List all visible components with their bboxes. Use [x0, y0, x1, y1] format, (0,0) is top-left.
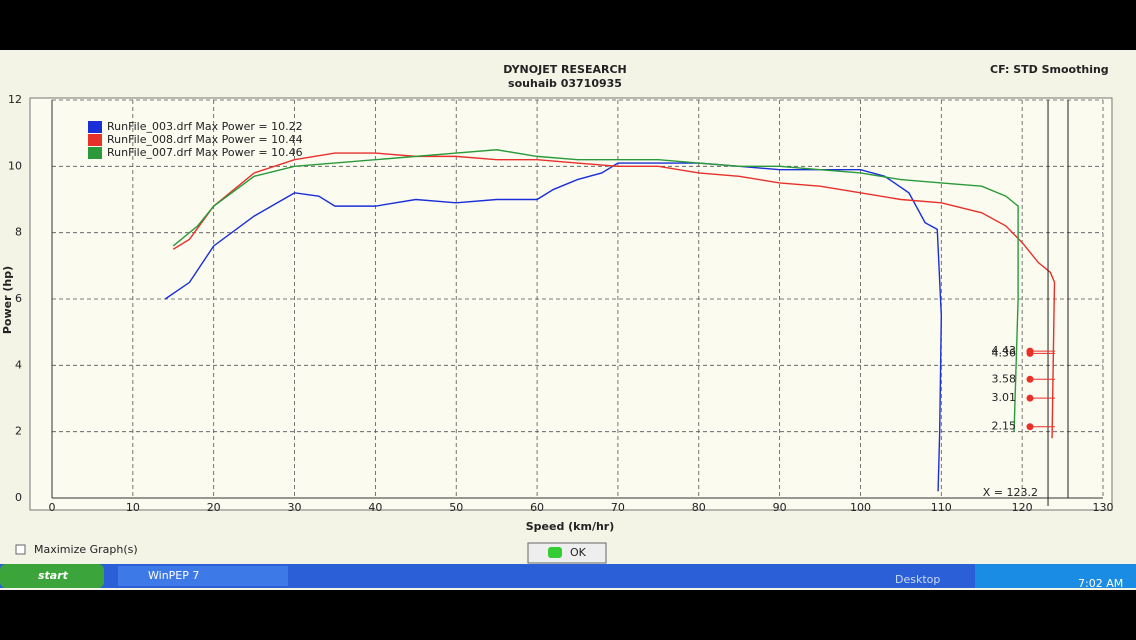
series-line: [172, 152, 1056, 439]
cursor-value: 3.01: [992, 391, 1017, 404]
x-axis-label: Speed (km/hr): [526, 520, 615, 533]
x-tick-label: 0: [49, 501, 56, 514]
x-tick-label: 10: [126, 501, 140, 514]
x-tick-label: 60: [530, 501, 544, 514]
tray: [975, 564, 1136, 588]
y-axis-label: Power (hp): [1, 266, 14, 334]
ok-button[interactable]: [527, 542, 607, 564]
task-label[interactable]: WinPEP 7: [148, 569, 199, 582]
legend-swatch: [88, 134, 102, 146]
x-tick-label: 100: [850, 501, 871, 514]
y-tick-label: 4: [15, 358, 22, 371]
task-button[interactable]: [118, 566, 288, 586]
legend-label: RunFile_003.drf Max Power = 10.22: [107, 120, 303, 133]
chart-title: DYNOJET RESEARCH: [503, 63, 626, 76]
cursor-value: 4.36: [992, 346, 1017, 359]
y-tick-label: 8: [15, 226, 22, 239]
start-label[interactable]: start: [38, 569, 69, 582]
ok-icon: [548, 547, 562, 558]
legend-label: RunFile_008.drf Max Power = 10.44: [107, 133, 303, 146]
x-tick-label: 130: [1093, 501, 1114, 514]
checkbox[interactable]: [15, 544, 26, 555]
x-tick-label: 70: [611, 501, 625, 514]
cursor-value: 2.15: [992, 420, 1017, 433]
x-tick-label: 50: [449, 501, 463, 514]
cursor-label: X = 123.2: [983, 486, 1038, 499]
cursor-value: 3.58: [992, 372, 1017, 385]
desktop-label[interactable]: Desktop: [895, 573, 940, 586]
legend-label: RunFile_007.drf Max Power = 10.46: [107, 146, 303, 159]
x-tick-label: 120: [1012, 501, 1033, 514]
start-button[interactable]: [0, 564, 104, 588]
chart-subtitle: souhaib 03710935: [508, 77, 622, 90]
clock: 7:02 AM: [1078, 577, 1123, 590]
y-tick-label: 6: [15, 292, 22, 305]
x-tick-label: 40: [368, 501, 382, 514]
series-line: [172, 149, 1019, 432]
legend-swatch: [88, 121, 102, 133]
series-line: [164, 162, 943, 492]
cursor-value: 4.43: [992, 344, 1017, 357]
y-tick-label: 0: [15, 491, 22, 504]
x-tick-label: 30: [288, 501, 302, 514]
x-tick-label: 90: [773, 501, 787, 514]
x-tick-label: 20: [207, 501, 221, 514]
legend-swatch: [88, 147, 102, 159]
x-tick-label: 80: [692, 501, 706, 514]
y-tick-label: 12: [8, 93, 22, 106]
top-right-info: CF: STD Smoothing: [990, 63, 1109, 76]
ok-label[interactable]: OK: [570, 546, 587, 559]
x-tick-label: 110: [931, 501, 952, 514]
y-tick-label: 2: [15, 425, 22, 438]
maximize-label[interactable]: Maximize Graph(s): [34, 543, 138, 556]
y-tick-label: 10: [8, 159, 22, 172]
